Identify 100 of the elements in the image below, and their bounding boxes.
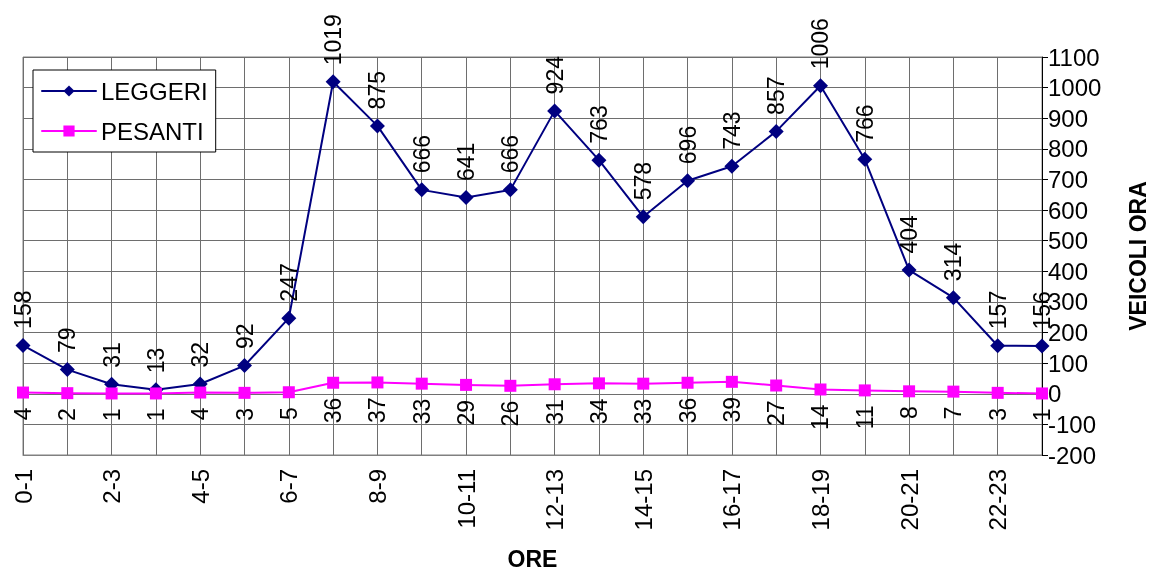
legend-label: LEGGERI	[101, 77, 208, 105]
data-label: 31	[98, 342, 125, 368]
data-label: 32	[187, 341, 214, 368]
data-label: 31	[541, 399, 568, 425]
x-tick-label: 20-21	[895, 469, 923, 531]
data-label: 2	[54, 408, 81, 421]
data-label: 36	[320, 397, 347, 424]
point	[1034, 338, 1050, 354]
data-label: 33	[630, 398, 657, 425]
point	[635, 209, 651, 225]
data-label: 766	[851, 104, 878, 143]
point	[415, 377, 428, 390]
data-label: 1006	[807, 18, 834, 70]
point	[637, 377, 650, 390]
point	[371, 376, 384, 389]
data-label: 157	[984, 290, 1011, 330]
data-label: 7	[940, 406, 967, 420]
point	[945, 290, 961, 306]
data-label: 857	[763, 76, 790, 115]
point	[857, 151, 873, 167]
point	[768, 123, 784, 139]
point	[460, 378, 473, 391]
data-label: 33	[408, 398, 435, 425]
data-label: 4	[10, 407, 36, 421]
point	[592, 377, 605, 390]
x-tick-label: 4-5	[186, 469, 214, 504]
y-tick-label: 1000	[1048, 74, 1102, 102]
data-label: 924	[541, 55, 568, 95]
y-axis-title: VEICOLI ORA	[1124, 181, 1151, 331]
y-tick-label: 400	[1048, 257, 1089, 285]
point	[1036, 387, 1048, 400]
data-label: 696	[674, 125, 701, 165]
point	[858, 384, 871, 397]
data-label: 666	[497, 135, 524, 174]
point	[149, 387, 162, 400]
point	[59, 362, 75, 378]
point	[238, 386, 251, 399]
point	[814, 383, 827, 396]
point	[548, 378, 561, 391]
point	[61, 387, 74, 400]
x-tick-label: 16-17	[718, 469, 746, 531]
data-label: 27	[763, 400, 790, 427]
point	[681, 376, 694, 389]
data-label: 1	[1029, 408, 1055, 422]
data-label: 1	[142, 408, 169, 422]
data-label: 29	[453, 399, 480, 426]
point	[502, 182, 518, 198]
data-label: 13	[142, 347, 169, 374]
data-label: 404	[896, 215, 923, 254]
point	[724, 158, 740, 174]
data-label: 92	[231, 323, 258, 350]
point	[903, 385, 916, 398]
x-tick-label: 8-9	[363, 469, 391, 504]
y-tick-label: 800	[1048, 135, 1089, 163]
data-label: 158	[10, 290, 36, 329]
x-tick-label: 22-23	[984, 469, 1012, 531]
data-label: 875	[364, 71, 391, 110]
data-label: 3	[984, 407, 1011, 421]
x-tick-label: 12-13	[541, 469, 569, 531]
data-label: 1	[98, 408, 125, 422]
point	[680, 173, 696, 189]
data-label: 37	[364, 397, 391, 424]
data-label: 3	[231, 407, 258, 421]
point	[770, 379, 783, 392]
point	[990, 338, 1006, 354]
y-tick-label: 100	[1048, 349, 1089, 377]
data-label: 39	[718, 396, 745, 423]
point	[591, 152, 607, 168]
point	[281, 310, 297, 326]
y-tick-label: 1100	[1048, 43, 1100, 71]
data-label: 36	[674, 397, 701, 424]
point	[414, 182, 430, 198]
point	[504, 379, 517, 392]
y-tick-label: 900	[1048, 104, 1089, 132]
point	[725, 375, 738, 388]
data-label: 641	[453, 142, 480, 182]
y-tick-label: 500	[1048, 227, 1089, 255]
data-label: 247	[275, 263, 302, 302]
y-tick-label: -200	[1048, 441, 1097, 469]
data-label: 5	[275, 407, 302, 421]
data-label: 79	[54, 327, 81, 354]
data-label: 34	[585, 398, 612, 424]
x-axis-title: ORE	[507, 545, 558, 572]
point	[327, 376, 340, 389]
point	[947, 385, 960, 398]
point	[547, 103, 563, 119]
point	[325, 74, 341, 90]
point	[237, 358, 253, 374]
point	[17, 386, 29, 399]
point	[812, 78, 828, 94]
y-tick-label: 0	[1048, 380, 1062, 408]
x-tick-label: 18-19	[806, 469, 834, 531]
data-label: 763	[585, 105, 612, 144]
data-label: 578	[630, 161, 657, 201]
data-label: 8	[896, 406, 923, 420]
data-label: 4	[187, 407, 214, 421]
point	[194, 386, 207, 399]
x-tick-label: 0-1	[9, 469, 37, 504]
point	[458, 190, 474, 206]
point	[105, 387, 118, 400]
